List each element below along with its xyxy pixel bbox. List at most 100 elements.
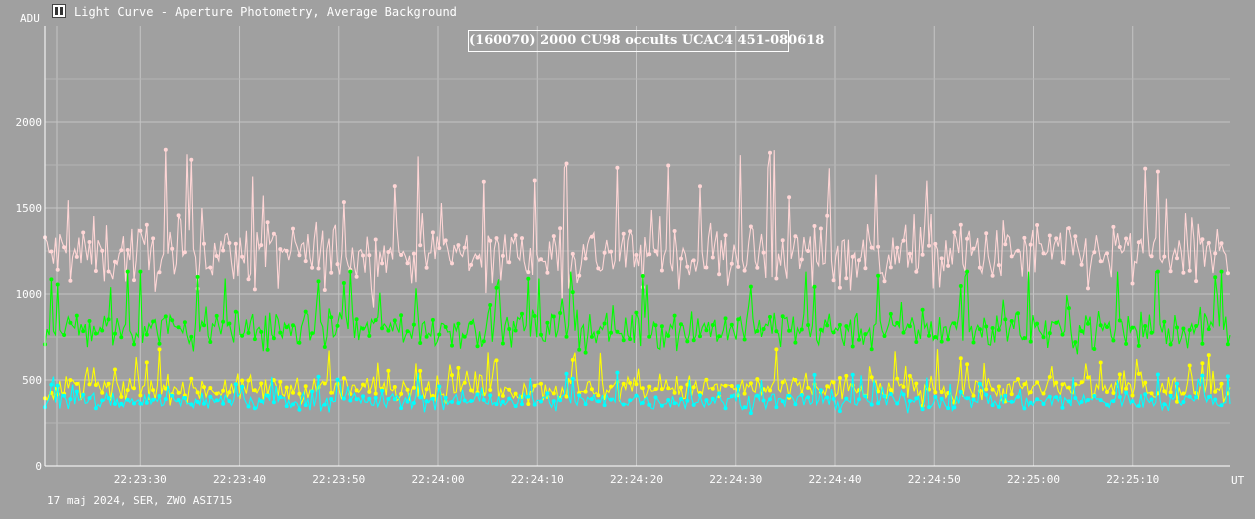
data-point bbox=[297, 340, 302, 345]
data-point bbox=[659, 403, 664, 408]
data-point bbox=[462, 380, 467, 385]
data-point bbox=[1060, 382, 1065, 387]
data-point bbox=[958, 356, 963, 361]
data-point bbox=[68, 278, 73, 283]
data-point bbox=[1047, 394, 1052, 399]
data-point bbox=[462, 398, 467, 403]
data-point bbox=[265, 220, 270, 225]
data-point bbox=[787, 195, 792, 200]
data-point bbox=[818, 388, 823, 393]
data-point bbox=[74, 389, 79, 394]
data-point bbox=[990, 403, 995, 408]
data-point bbox=[316, 374, 321, 379]
data-point bbox=[564, 334, 569, 339]
data-point bbox=[672, 313, 677, 318]
data-point bbox=[691, 402, 696, 407]
data-point bbox=[1035, 397, 1040, 402]
data-point bbox=[958, 284, 963, 288]
data-point bbox=[151, 397, 156, 402]
y-tick-label: 1500 bbox=[16, 202, 43, 215]
data-point bbox=[93, 269, 98, 273]
data-point bbox=[380, 261, 385, 266]
data-point bbox=[208, 394, 213, 399]
data-point bbox=[271, 400, 276, 405]
data-point bbox=[170, 393, 175, 398]
data-point bbox=[723, 316, 728, 321]
light-curve-app-icon[interactable] bbox=[52, 4, 66, 18]
data-point bbox=[863, 266, 868, 271]
data-point bbox=[793, 402, 798, 407]
data-point bbox=[990, 273, 995, 278]
data-point bbox=[500, 253, 505, 258]
data-point bbox=[666, 333, 671, 338]
data-point bbox=[106, 269, 111, 274]
data-point bbox=[907, 373, 912, 378]
data-point bbox=[996, 263, 1001, 268]
data-point bbox=[793, 378, 798, 382]
data-point bbox=[513, 391, 518, 396]
data-point bbox=[405, 399, 410, 404]
data-point bbox=[240, 384, 245, 389]
data-point bbox=[291, 402, 295, 407]
data-point bbox=[818, 327, 823, 332]
data-point bbox=[526, 402, 531, 406]
data-point bbox=[927, 243, 931, 248]
data-point bbox=[780, 314, 785, 319]
data-point bbox=[322, 288, 327, 292]
data-point bbox=[780, 380, 785, 385]
data-point bbox=[857, 258, 861, 263]
data-point bbox=[1130, 281, 1135, 286]
data-point bbox=[1175, 399, 1179, 404]
data-point bbox=[55, 267, 60, 272]
data-point bbox=[469, 320, 474, 325]
data-point bbox=[946, 337, 951, 342]
data-point bbox=[271, 231, 276, 236]
data-point bbox=[717, 391, 722, 396]
data-point bbox=[1035, 223, 1040, 227]
data-point bbox=[1219, 269, 1224, 274]
data-point bbox=[1066, 226, 1071, 231]
data-point bbox=[837, 376, 842, 380]
data-point bbox=[640, 386, 645, 391]
data-point bbox=[799, 257, 804, 262]
data-point bbox=[1194, 279, 1199, 284]
data-point bbox=[844, 324, 849, 329]
data-point bbox=[1022, 406, 1027, 411]
data-point bbox=[386, 250, 391, 254]
data-point bbox=[411, 401, 416, 405]
data-point bbox=[1016, 248, 1020, 253]
data-point bbox=[1117, 395, 1122, 399]
data-point bbox=[1162, 389, 1167, 394]
data-point bbox=[240, 254, 245, 259]
data-point bbox=[996, 327, 1001, 332]
data-point bbox=[996, 384, 1001, 389]
data-point bbox=[157, 394, 162, 398]
data-point bbox=[685, 339, 690, 344]
data-point bbox=[49, 249, 54, 254]
data-point bbox=[507, 327, 512, 331]
data-point bbox=[1187, 328, 1192, 332]
data-point bbox=[1041, 391, 1046, 396]
data-point bbox=[1028, 400, 1033, 405]
data-point bbox=[418, 395, 423, 400]
data-point bbox=[81, 230, 86, 235]
data-point bbox=[768, 150, 772, 155]
data-point bbox=[278, 379, 283, 384]
data-point bbox=[774, 329, 779, 334]
data-point bbox=[1143, 380, 1148, 385]
data-point bbox=[539, 381, 543, 386]
data-point bbox=[284, 385, 289, 390]
data-point bbox=[532, 178, 537, 183]
data-point bbox=[1054, 380, 1059, 385]
data-point bbox=[399, 406, 404, 411]
data-point bbox=[329, 390, 334, 395]
data-point bbox=[564, 394, 569, 399]
data-point bbox=[189, 402, 194, 407]
data-point bbox=[284, 404, 289, 409]
data-point bbox=[494, 358, 499, 363]
footer-info: 17 maj 2024, SER, ZWO ASI715 bbox=[47, 494, 233, 507]
data-point bbox=[812, 224, 817, 228]
data-point bbox=[513, 233, 518, 238]
data-point bbox=[971, 246, 976, 251]
data-point bbox=[691, 258, 696, 263]
